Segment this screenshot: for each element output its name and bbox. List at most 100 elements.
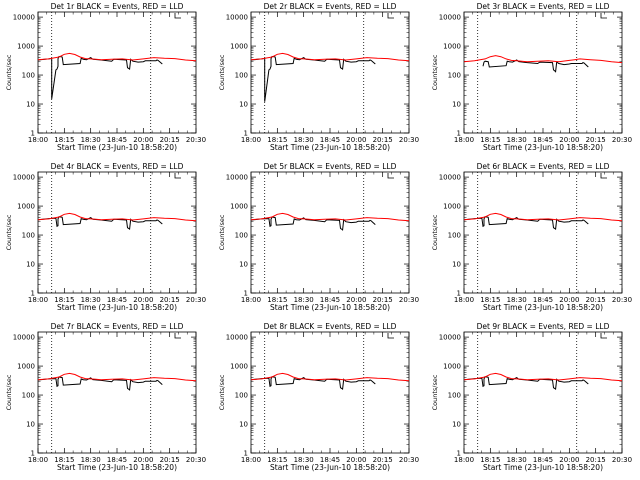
y-axis-label: Counts/sec	[218, 214, 226, 250]
y-tick-label: 1	[244, 290, 248, 298]
lld-series-line	[37, 52, 197, 62]
y-tick-label: 10000	[13, 334, 35, 342]
y-axis-label: Counts/sec	[218, 374, 226, 410]
y-tick-label: 10	[26, 101, 35, 109]
y-tick-label: 1	[244, 130, 248, 138]
y-tick-label: 1	[31, 130, 35, 138]
x-tick-label: 20:15	[160, 456, 180, 464]
corner-marker	[174, 333, 181, 339]
detector-plot-4: Det 4r BLACK = Events, RED = LLD 1 10 100 10…	[5, 162, 206, 312]
plot-title: Det 2r BLACK = Events, RED = LLD	[264, 2, 397, 11]
x-tick-label: 18:00	[454, 136, 474, 144]
x-tick-label: 18:30	[294, 456, 314, 464]
y-tick-label: 100	[22, 232, 35, 240]
y-tick-label: 10	[239, 101, 248, 109]
y-tick-label: 1	[31, 290, 35, 298]
y-tick-label: 10000	[13, 14, 35, 22]
y-tick-label: 10000	[439, 334, 461, 342]
y-tick-label: 10	[452, 101, 461, 109]
y-tick-label: 1000	[17, 43, 35, 51]
detector-plot-6: Det 6r BLACK = Events, RED = LLD 1 10 100 10…	[431, 162, 632, 312]
y-tick-label: 10	[26, 421, 35, 429]
x-tick-label: 18:45	[320, 456, 340, 464]
x-axis-label: Start Time (23-Jun-10 18:58:20)	[270, 143, 390, 152]
plot-title: Det 3r BLACK = Events, RED = LLD	[477, 2, 610, 11]
x-axis-label: Start Time (23-Jun-10 18:58:20)	[57, 303, 177, 312]
lld-series-line	[37, 372, 197, 382]
corner-marker	[174, 173, 181, 179]
plot-frame	[463, 171, 623, 294]
x-tick-label: 18:15	[480, 296, 500, 304]
x-axis-label: Start Time (23-Jun-10 18:58:20)	[57, 463, 177, 472]
x-tick-label: 20:15	[586, 136, 606, 144]
y-tick-label: 1	[31, 450, 35, 458]
x-tick-label: 18:00	[454, 296, 474, 304]
y-tick-label: 100	[235, 72, 248, 80]
x-tick-label: 20:30	[399, 296, 419, 304]
detector-plot-8: Det 8r BLACK = Events, RED = LLD 1 10 100 10…	[218, 322, 419, 472]
lld-series-line	[463, 212, 623, 222]
y-tick-label: 1000	[443, 363, 461, 371]
y-tick-label: 1	[244, 450, 248, 458]
y-tick-label: 10	[239, 421, 248, 429]
y-axis-label: Counts/sec	[431, 54, 439, 90]
events-series-line	[37, 216, 163, 230]
y-tick-label: 1000	[230, 203, 248, 211]
x-tick-label: 18:00	[241, 296, 261, 304]
x-tick-label: 18:15	[480, 136, 500, 144]
x-tick-label: 18:45	[533, 296, 553, 304]
x-tick-label: 20:00	[346, 136, 366, 144]
y-tick-label: 100	[448, 72, 461, 80]
y-tick-label: 100	[235, 392, 248, 400]
x-tick-label: 18:30	[507, 296, 527, 304]
x-tick-label: 20:15	[373, 296, 393, 304]
y-tick-label: 10000	[226, 334, 248, 342]
plot-title: Det 5r BLACK = Events, RED = LLD	[264, 162, 397, 171]
y-tick-label: 1000	[230, 363, 248, 371]
corner-marker	[387, 13, 394, 19]
x-axis-label: Start Time (23-Jun-10 18:58:20)	[483, 463, 603, 472]
y-tick-label: 10	[239, 261, 248, 269]
x-tick-label: 18:15	[54, 296, 74, 304]
y-tick-label: 100	[22, 72, 35, 80]
x-tick-label: 18:45	[107, 456, 127, 464]
x-tick-label: 18:15	[267, 136, 287, 144]
y-axis-label: Counts/sec	[5, 374, 13, 410]
y-tick-label: 10	[452, 261, 461, 269]
x-tick-label: 18:45	[107, 136, 127, 144]
plot-frame	[250, 171, 410, 294]
events-series-line	[37, 376, 163, 391]
y-tick-label: 10000	[226, 174, 248, 182]
x-tick-label: 18:15	[267, 296, 287, 304]
y-axis-label: Counts/sec	[218, 54, 226, 90]
corner-marker	[600, 173, 607, 179]
plot-title: Det 7r BLACK = Events, RED = LLD	[51, 322, 184, 331]
y-axis-label: Counts/sec	[5, 54, 13, 90]
y-tick-label: 1000	[230, 43, 248, 51]
y-axis-label: Counts/sec	[5, 214, 13, 250]
lld-series-line	[463, 55, 623, 64]
detector-plot-2: Det 2r BLACK = Events, RED = LLD 1 10 100 10…	[218, 2, 419, 152]
plot-title: Det 4r BLACK = Events, RED = LLD	[51, 162, 184, 171]
events-series-line	[463, 216, 589, 230]
events-series-line	[463, 376, 589, 390]
x-tick-label: 20:15	[586, 456, 606, 464]
x-tick-label: 18:30	[294, 296, 314, 304]
x-tick-label: 18:15	[54, 456, 74, 464]
corner-marker	[174, 13, 181, 19]
y-tick-label: 1	[457, 130, 461, 138]
x-tick-label: 18:30	[81, 296, 101, 304]
x-tick-label: 20:00	[346, 296, 366, 304]
x-tick-label: 18:45	[107, 296, 127, 304]
x-axis-label: Start Time (23-Jun-10 18:58:20)	[483, 303, 603, 312]
x-tick-label: 18:00	[28, 296, 48, 304]
plot-frame	[463, 11, 623, 134]
corner-marker	[600, 333, 607, 339]
lld-series-line	[250, 52, 410, 62]
y-tick-label: 10000	[439, 14, 461, 22]
y-tick-label: 100	[22, 392, 35, 400]
plot-frame	[463, 331, 623, 454]
x-tick-label: 20:00	[346, 456, 366, 464]
x-tick-label: 20:00	[133, 296, 153, 304]
events-series-line	[250, 376, 376, 390]
